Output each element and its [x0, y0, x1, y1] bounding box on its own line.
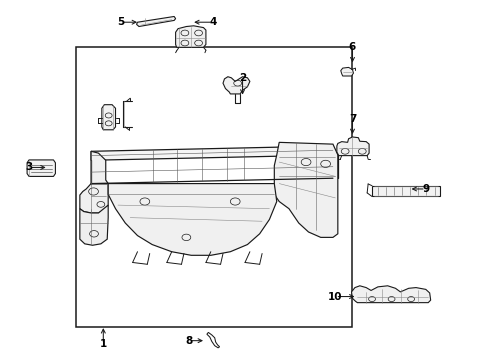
- Polygon shape: [102, 105, 116, 130]
- Text: 2: 2: [239, 73, 246, 83]
- Polygon shape: [274, 142, 338, 237]
- Polygon shape: [337, 137, 369, 156]
- Polygon shape: [80, 205, 108, 245]
- Text: 9: 9: [422, 184, 429, 194]
- Bar: [76, 47, 352, 327]
- Polygon shape: [351, 286, 431, 303]
- Text: 6: 6: [349, 42, 356, 52]
- Polygon shape: [91, 146, 338, 160]
- Polygon shape: [91, 184, 277, 255]
- Polygon shape: [80, 151, 108, 213]
- Text: 1: 1: [99, 339, 107, 349]
- Text: 10: 10: [328, 292, 343, 302]
- Bar: [372, 186, 441, 197]
- Text: 4: 4: [210, 17, 217, 27]
- Text: 5: 5: [117, 17, 124, 27]
- Text: 7: 7: [349, 114, 356, 124]
- Polygon shape: [175, 26, 206, 47]
- Text: 8: 8: [185, 336, 193, 346]
- Polygon shape: [137, 17, 175, 27]
- Polygon shape: [223, 77, 250, 94]
- Polygon shape: [27, 160, 55, 176]
- Polygon shape: [341, 67, 353, 76]
- Text: 3: 3: [25, 162, 33, 172]
